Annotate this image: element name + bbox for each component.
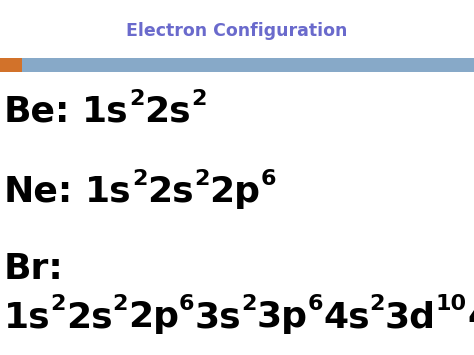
Text: 1s: 1s: [85, 175, 132, 209]
Text: 2s: 2s: [147, 175, 194, 209]
Text: 2: 2: [113, 294, 128, 314]
Text: 2: 2: [51, 294, 66, 314]
Bar: [0, 58, 22, 72]
Text: 2: 2: [129, 89, 145, 109]
Text: 2s: 2s: [145, 95, 191, 129]
Text: 2: 2: [191, 89, 206, 109]
Text: 2p: 2p: [128, 300, 179, 334]
Text: 2: 2: [194, 169, 209, 189]
Text: 10: 10: [436, 294, 467, 314]
Text: 2p: 2p: [209, 175, 260, 209]
Text: Br:: Br:: [4, 252, 64, 286]
Text: 6: 6: [179, 294, 194, 314]
Bar: [22, 58, 474, 72]
Text: 3s: 3s: [194, 300, 241, 334]
Text: 3d: 3d: [385, 300, 436, 334]
Text: 6: 6: [260, 169, 276, 189]
Text: 4s: 4s: [323, 300, 370, 334]
Text: 2: 2: [241, 294, 256, 314]
Text: Electron Configuration: Electron Configuration: [126, 22, 348, 40]
Text: Be:: Be:: [4, 95, 70, 129]
Text: 1s: 1s: [4, 300, 51, 334]
Text: 1s: 1s: [82, 95, 129, 129]
Text: 4p: 4p: [467, 300, 474, 334]
Text: 2s: 2s: [66, 300, 113, 334]
Text: 2: 2: [370, 294, 385, 314]
Text: Ne:: Ne:: [4, 175, 73, 209]
Text: 2: 2: [132, 169, 147, 189]
Text: 3p: 3p: [256, 300, 308, 334]
Text: 6: 6: [308, 294, 323, 314]
